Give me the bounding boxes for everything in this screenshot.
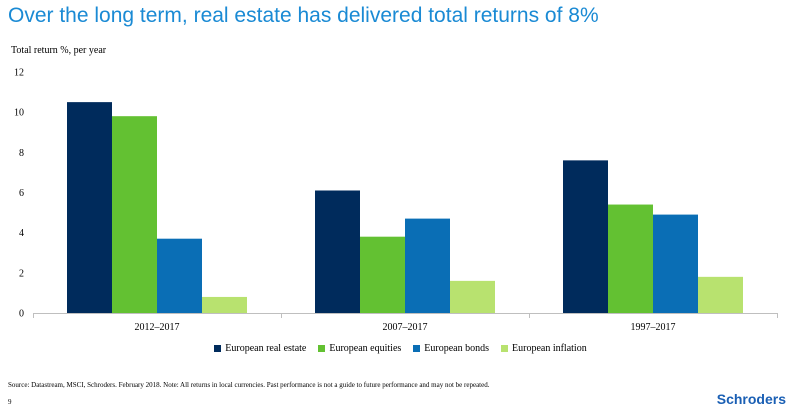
legend-swatch: [413, 345, 421, 352]
legend-label: European real estate: [225, 343, 307, 354]
chart-legend: European real estate European equities Eur…: [0, 343, 801, 354]
y-tick-label: 4: [19, 228, 24, 239]
legend-label: European equities: [329, 343, 402, 354]
y-tick-label: 12: [14, 68, 24, 79]
legend-swatch: [214, 345, 222, 352]
bar: [405, 218, 450, 313]
legend-label: European inflation: [512, 343, 587, 354]
legend-item: European inflation: [501, 343, 587, 354]
bar: [698, 276, 743, 313]
bar: [315, 190, 360, 313]
legend-label: European bonds: [424, 343, 489, 354]
bar: [608, 204, 653, 313]
legend-item: European bonds: [413, 343, 489, 354]
y-tick-label: 8: [19, 148, 24, 159]
source-note: Source: Datastream, MSCI, Schroders. Feb…: [8, 381, 490, 389]
bar: [157, 238, 202, 313]
bar: [563, 160, 608, 313]
bar: [112, 116, 157, 313]
page-title: Over the long term, real estate has deli…: [8, 4, 599, 27]
y-tick-label: 2: [19, 268, 24, 279]
x-tick-label: 1997–2017: [631, 322, 676, 333]
bar: [360, 236, 405, 313]
bar: [202, 296, 247, 313]
x-tick-label: 2007–2017: [383, 322, 428, 333]
legend-swatch: [318, 345, 326, 352]
bar-chart: 0 2 4 6 8 10 12 2012–2017 2007–2017 1997–2017: [14, 68, 778, 333]
legend-swatch: [501, 345, 508, 352]
bar: [653, 214, 698, 313]
y-tick-label: 0: [19, 309, 24, 320]
y-axis-label: Total return %, per year: [11, 45, 107, 56]
brand-logo: Schroders: [716, 391, 786, 407]
y-tick-label: 6: [19, 188, 24, 199]
x-tick-label: 2012–2017: [135, 322, 180, 333]
y-tick-label: 10: [14, 108, 24, 119]
bar: [67, 102, 112, 313]
legend-item: European equities: [318, 343, 401, 354]
page-number: 9: [8, 398, 12, 406]
bar: [450, 280, 495, 313]
legend-item: European real estate: [214, 343, 306, 354]
